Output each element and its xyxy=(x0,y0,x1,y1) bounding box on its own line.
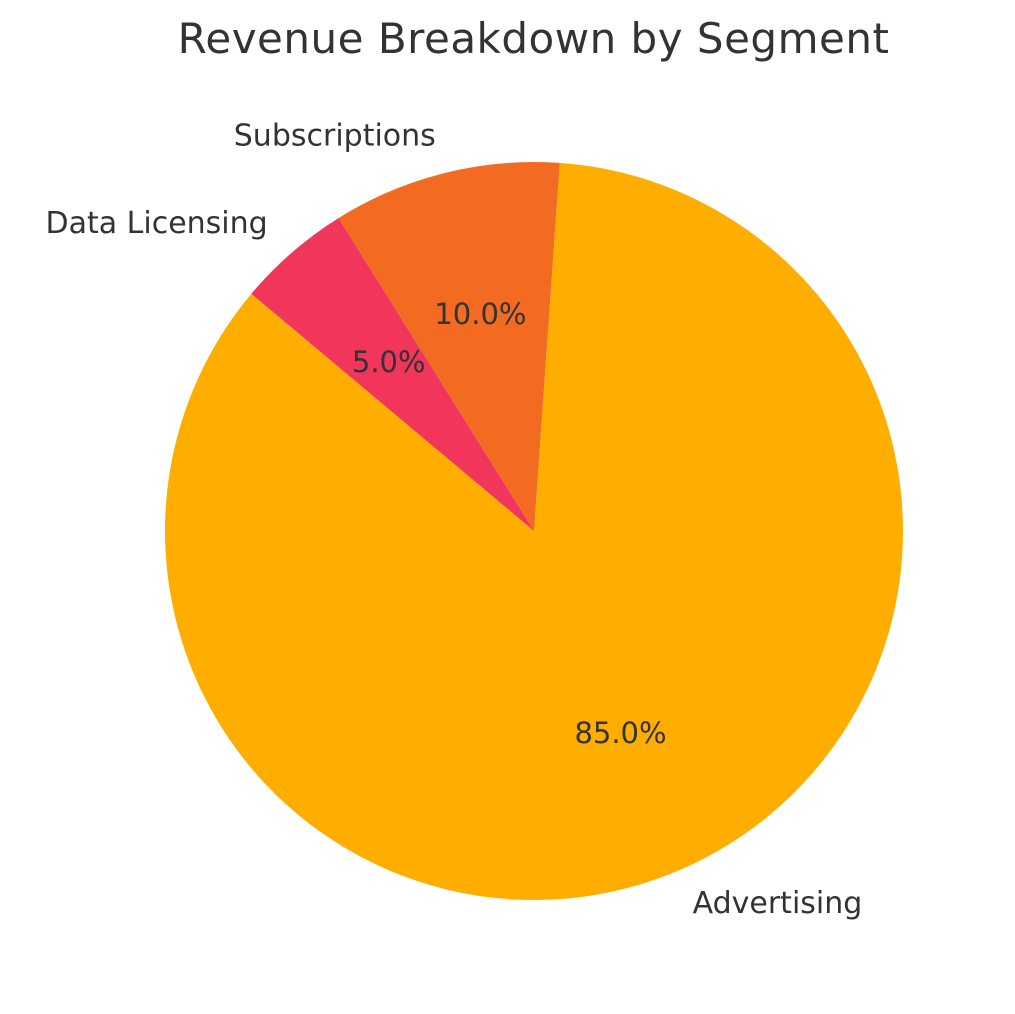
pie-slices xyxy=(164,162,904,900)
pie-labels: Advertising 85.0% Subscriptions 10.0% Data L… xyxy=(46,119,863,921)
slice-percent-data-licensing: 5.0% xyxy=(352,345,426,379)
pie-slice-subscriptions xyxy=(338,162,560,531)
slice-percent-advertising: 85.0% xyxy=(574,716,666,750)
slice-label-advertising: Advertising xyxy=(693,886,863,921)
pie-slice-data-licensing xyxy=(251,218,535,531)
slice-label-subscriptions: Subscriptions xyxy=(234,119,436,154)
pie-slice-advertising xyxy=(164,162,904,900)
slice-percent-subscriptions: 10.0% xyxy=(434,297,526,331)
slice-label-data-licensing: Data Licensing xyxy=(46,206,268,241)
chart-title: Revenue Breakdown by Segment xyxy=(177,14,890,63)
